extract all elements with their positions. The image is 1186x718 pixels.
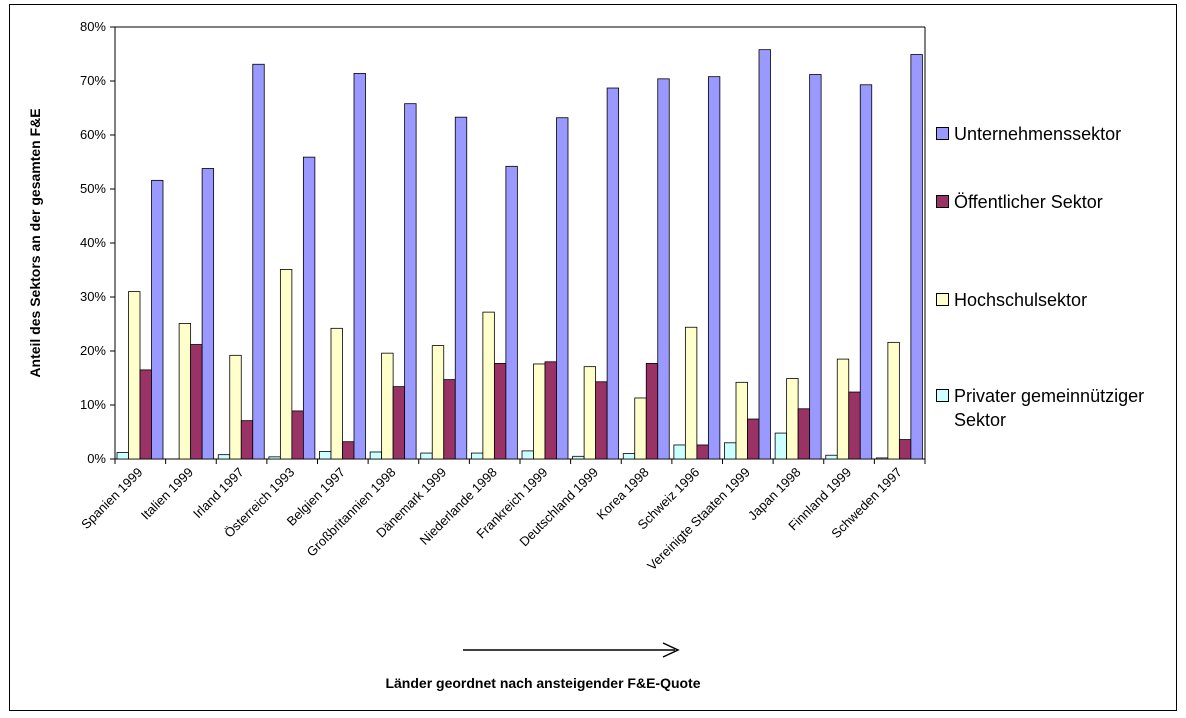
bar-3-3 bbox=[302, 156, 316, 460]
bar-1-2 bbox=[229, 354, 242, 460]
bar-2-10 bbox=[645, 363, 659, 460]
y-tick-label: 50% bbox=[80, 181, 106, 196]
bar-2-14 bbox=[848, 391, 861, 460]
bar-1-1 bbox=[178, 323, 192, 460]
bar-0-10 bbox=[622, 453, 636, 460]
bar-3-12 bbox=[758, 49, 771, 460]
bar-3-11 bbox=[707, 76, 721, 460]
legend-item-unternehmenssektor: Unternehmenssektor bbox=[936, 122, 1179, 146]
bar-2-9 bbox=[595, 381, 608, 460]
bar-0-5 bbox=[369, 451, 383, 460]
y-tick-label: 70% bbox=[80, 73, 106, 88]
legend-item-privater-sektor: Privater gemeinnütziger Sektor bbox=[936, 384, 1179, 432]
y-tick-label: 10% bbox=[80, 397, 106, 412]
y-tick-label: 60% bbox=[80, 127, 106, 142]
bar-1-6 bbox=[431, 345, 445, 460]
bar-2-4 bbox=[342, 441, 355, 460]
bar-2-6 bbox=[443, 379, 456, 460]
bar-2-7 bbox=[493, 363, 507, 460]
bar-1-11 bbox=[684, 326, 698, 460]
bar-1-3 bbox=[279, 269, 293, 460]
bar-0-4 bbox=[319, 451, 332, 460]
legend-swatch-hochschulsektor bbox=[936, 293, 949, 306]
bar-3-4 bbox=[353, 73, 366, 460]
bar-3-13 bbox=[809, 74, 822, 460]
bar-1-13 bbox=[786, 378, 799, 460]
legend-swatch-unternehmenssektor bbox=[936, 127, 949, 140]
bar-1-0 bbox=[128, 291, 141, 460]
y-axis-title: Anteil des Sektors an der gesamten F&E bbox=[27, 108, 43, 377]
y-tick-label: 30% bbox=[80, 289, 106, 304]
bar-2-3 bbox=[291, 410, 304, 460]
bar-0-8 bbox=[521, 450, 534, 460]
bar-0-3 bbox=[268, 456, 281, 460]
bar-0-6 bbox=[420, 452, 433, 460]
bar-3-6 bbox=[454, 116, 468, 460]
bar-3-8 bbox=[556, 117, 569, 460]
bar-3-1 bbox=[201, 168, 215, 460]
x-tick-label: Spanien 1999 bbox=[78, 465, 145, 532]
bar-0-7 bbox=[470, 452, 484, 460]
bar-1-5 bbox=[381, 352, 394, 460]
legend-swatch-oeffentlicher-sektor bbox=[936, 195, 949, 208]
bar-0-2 bbox=[217, 454, 231, 460]
legend-label-privater-sektor: Privater gemeinnütziger Sektor bbox=[954, 386, 1145, 430]
bar-3-14 bbox=[859, 84, 873, 460]
bar-3-10 bbox=[657, 78, 670, 460]
bar-3-15 bbox=[910, 54, 923, 460]
legend-item-oeffentlicher-sektor: Öffentlicher Sektor bbox=[936, 190, 1179, 214]
bar-0-13 bbox=[774, 432, 788, 460]
bar-3-5 bbox=[404, 103, 417, 460]
bar-3-9 bbox=[606, 87, 620, 460]
bar-2-15 bbox=[898, 439, 912, 460]
y-tick-label: 20% bbox=[80, 343, 106, 358]
y-tick-label: 40% bbox=[80, 235, 106, 250]
bar-1-8 bbox=[533, 363, 546, 460]
bar-1-10 bbox=[634, 397, 647, 460]
trend-arrow-head bbox=[662, 642, 680, 658]
bar-1-12 bbox=[735, 381, 748, 460]
bar-2-13 bbox=[797, 408, 811, 460]
bar-2-11 bbox=[696, 444, 709, 460]
bar-1-9 bbox=[583, 366, 597, 460]
bar-3-7 bbox=[505, 165, 518, 460]
bar-1-7 bbox=[482, 311, 495, 460]
x-tick-label: Italien 1999 bbox=[138, 465, 196, 523]
chart-legend: Unternehmenssektor Öffentlicher Sektor H… bbox=[936, 112, 1181, 442]
bar-0-12 bbox=[724, 442, 737, 460]
legend-label-hochschulsektor: Hochschulsektor bbox=[954, 290, 1088, 310]
bar-0-15 bbox=[875, 457, 889, 460]
x-tick-label: Großbritannien 1998 bbox=[304, 465, 399, 560]
y-tick-label: 80% bbox=[80, 19, 106, 34]
x-tick-label: Vereinigte Staaten 1999 bbox=[644, 465, 753, 574]
legend-label-oeffentlicher-sektor: Öffentlicher Sektor bbox=[954, 192, 1103, 212]
bar-2-5 bbox=[392, 386, 406, 460]
bar-1-14 bbox=[836, 358, 850, 460]
bar-2-1 bbox=[190, 344, 203, 460]
bar-2-8 bbox=[544, 361, 557, 460]
bar-2-2 bbox=[240, 420, 254, 460]
bar-3-2 bbox=[252, 63, 265, 460]
legend-label-unternehmenssektor: Unternehmenssektor bbox=[954, 124, 1122, 144]
bar-1-15 bbox=[887, 341, 900, 460]
bar-0-11 bbox=[673, 444, 686, 460]
y-tick-label: 0% bbox=[87, 451, 106, 466]
bar-2-0 bbox=[139, 369, 152, 460]
bar-3-0 bbox=[151, 179, 164, 460]
bar-0-0 bbox=[116, 452, 129, 460]
legend-item-hochschulsektor: Hochschulsektor bbox=[936, 288, 1179, 312]
bar-2-12 bbox=[747, 418, 760, 460]
x-axis-title: Länder geordnet nach ansteigender F&E-Qu… bbox=[385, 675, 700, 691]
legend-swatch-privater-sektor bbox=[936, 389, 949, 402]
bar-0-9 bbox=[572, 455, 585, 460]
bar-1-4 bbox=[330, 327, 343, 460]
bar-0-14 bbox=[825, 454, 838, 460]
